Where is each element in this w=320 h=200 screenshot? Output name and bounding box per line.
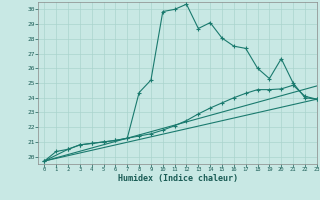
X-axis label: Humidex (Indice chaleur): Humidex (Indice chaleur) [118, 174, 238, 183]
